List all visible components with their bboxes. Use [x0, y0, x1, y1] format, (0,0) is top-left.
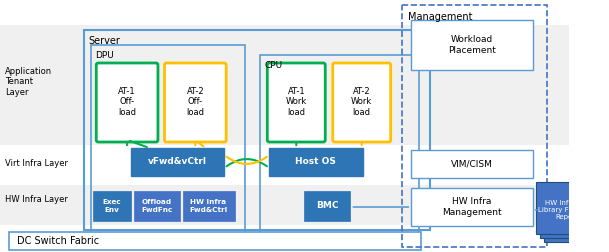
Text: Application
Tenant
Layer: Application Tenant Layer — [5, 67, 52, 97]
FancyBboxPatch shape — [164, 63, 226, 142]
Text: Exec
Env: Exec Env — [103, 200, 121, 212]
Text: AT-2
Work
load: AT-2 Work load — [351, 87, 372, 117]
Text: HW Infra
Fwd&Ctrl: HW Infra Fwd&Ctrl — [189, 200, 228, 212]
Bar — [411, 20, 533, 70]
Bar — [93, 191, 131, 221]
Bar — [183, 191, 234, 221]
Bar — [131, 148, 224, 176]
Text: DPU: DPU — [96, 51, 114, 60]
Bar — [540, 186, 609, 238]
Text: Management: Management — [409, 12, 473, 22]
FancyBboxPatch shape — [96, 63, 158, 142]
Bar — [84, 30, 430, 230]
Text: vFwd&vCtrl: vFwd&vCtrl — [148, 158, 207, 167]
Text: CPU: CPU — [264, 61, 283, 70]
Text: VIM/CISM: VIM/CISM — [451, 160, 493, 169]
FancyBboxPatch shape — [333, 63, 391, 142]
Bar — [0, 185, 569, 225]
Text: HW Infra Layer: HW Infra Layer — [5, 196, 68, 205]
Bar — [260, 55, 419, 235]
Bar — [91, 45, 245, 235]
Text: Virt Infra Layer: Virt Infra Layer — [5, 159, 68, 168]
Text: DC Switch Fabric: DC Switch Fabric — [17, 236, 99, 246]
Bar — [411, 188, 533, 226]
Text: AT-2
Off-
load: AT-2 Off- load — [186, 87, 205, 117]
Bar — [537, 182, 609, 234]
Bar — [544, 190, 609, 242]
Text: BMC: BMC — [316, 202, 339, 210]
Text: AT-1
Work
load: AT-1 Work load — [286, 87, 307, 117]
Bar — [133, 191, 180, 221]
Bar — [9, 232, 421, 250]
Text: HW Infra Trusted
Library Fwd function
Repository: HW Infra Trusted Library Fwd function Re… — [538, 200, 609, 220]
Bar — [304, 191, 351, 221]
Bar — [269, 148, 362, 176]
Text: AT-1
Off-
load: AT-1 Off- load — [118, 87, 136, 117]
Text: Host OS: Host OS — [295, 158, 336, 167]
FancyBboxPatch shape — [267, 63, 325, 142]
Bar — [402, 5, 547, 247]
Text: HW Infra
Management: HW Infra Management — [442, 197, 502, 217]
Bar — [0, 145, 569, 185]
Text: Server: Server — [89, 36, 121, 46]
Text: Offload
FwdFnc: Offload FwdFnc — [141, 200, 172, 212]
Text: Workload
Placement: Workload Placement — [448, 35, 496, 55]
Bar — [411, 150, 533, 178]
Bar — [0, 25, 569, 145]
